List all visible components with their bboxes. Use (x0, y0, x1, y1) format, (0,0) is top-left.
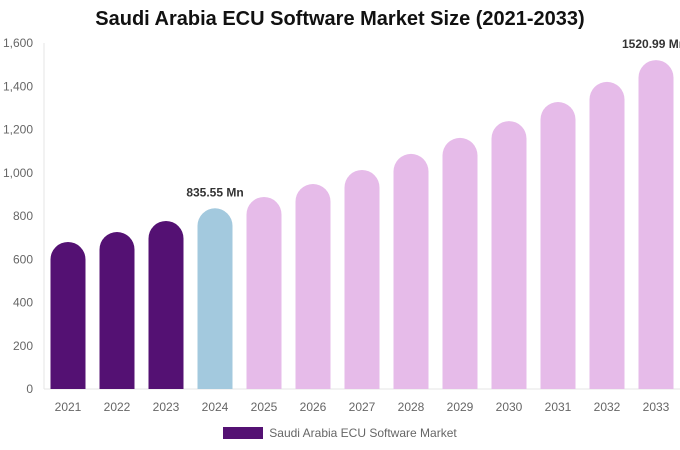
y-tick-label: 1,400 (3, 79, 33, 93)
bar-2030 (491, 121, 527, 389)
y-tick-label: 800 (13, 209, 33, 223)
bar-2031 (540, 102, 576, 389)
y-tick-label: 0 (26, 382, 33, 396)
bar-2026 (295, 183, 331, 389)
bar-2029 (442, 137, 478, 389)
x-tick-label: 2024 (202, 400, 229, 414)
y-tick-label: 600 (13, 252, 33, 266)
x-tick-label: 2030 (496, 400, 523, 414)
y-tick-label: 1,200 (3, 123, 33, 137)
x-tick-label: 2022 (104, 400, 131, 414)
x-tick-label: 2023 (153, 400, 180, 414)
bar-2024 (197, 208, 233, 389)
bar-2027 (344, 169, 380, 389)
x-tick-label: 2028 (398, 400, 425, 414)
bar-2023 (148, 220, 184, 389)
bar-2022 (99, 232, 135, 389)
legend: Saudi Arabia ECU Software Market (0, 426, 680, 440)
data-label-2024: 835.55 Mn (186, 185, 243, 199)
x-tick-label: 2027 (349, 400, 376, 414)
x-tick-label: 2029 (447, 400, 474, 414)
legend-swatch (223, 427, 264, 439)
x-tick-label: 2025 (251, 400, 278, 414)
bar-2033 (638, 60, 674, 390)
bar-2032 (589, 81, 625, 390)
x-tick-label: 2021 (55, 400, 82, 414)
y-tick-label: 1,600 (3, 36, 33, 50)
bar-2021 (50, 241, 86, 389)
x-tick-label: 2032 (594, 400, 621, 414)
x-tick-label: 2033 (643, 400, 670, 414)
x-tick-label: 2026 (300, 400, 327, 414)
data-label-2033: 1520.99 Mn (622, 37, 680, 51)
legend-label: Saudi Arabia ECU Software Market (269, 426, 457, 440)
y-tick-label: 1,000 (3, 166, 33, 180)
x-tick-label: 2031 (545, 400, 572, 414)
bar-2028 (393, 153, 429, 389)
y-tick-label: 400 (13, 296, 33, 310)
y-tick-label: 200 (13, 339, 33, 353)
bar-2025 (246, 196, 282, 389)
chart-title: Saudi Arabia ECU Software Market Size (2… (95, 8, 585, 30)
